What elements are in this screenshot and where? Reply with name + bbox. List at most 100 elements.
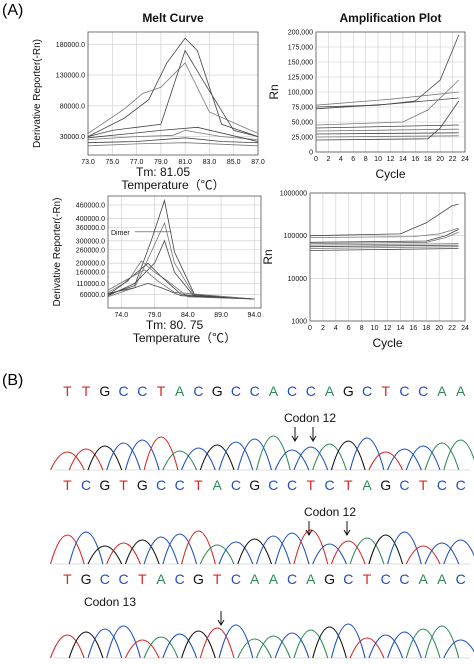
base-letter: C — [193, 383, 203, 399]
chromatogram-peak — [255, 635, 291, 659]
base-letter: A — [456, 383, 466, 399]
base-letter: T — [157, 383, 166, 399]
plot-frame — [107, 195, 262, 309]
y-tick-label: 460000.0 — [76, 202, 105, 209]
y-tick-label: 110000.0 — [76, 281, 105, 288]
chromatogram-peak — [124, 439, 160, 471]
x-tick-label: 10 — [374, 156, 382, 163]
chromatogram-peak — [87, 445, 123, 471]
chromatogram-peak — [387, 448, 422, 471]
y-tick-label: 1000000 — [280, 191, 307, 198]
base-letter: A — [437, 571, 447, 587]
base-letter: G — [324, 571, 335, 587]
x-tick-label: 89.0 — [214, 312, 228, 319]
chromatogram-peak — [368, 534, 404, 565]
chart-1: 73.0 75.0 77.0 79.0 81.0 83.0 85.0 87.0 30000.0 8… — [32, 11, 265, 192]
x-tick-label: 12 — [387, 156, 395, 163]
base-letter: C — [362, 383, 372, 399]
chromatogram-peak — [368, 634, 404, 659]
series-line-2 — [315, 91, 459, 106]
base-letter: C — [399, 571, 409, 587]
tm-annotation: Tm: 80. 75 — [146, 318, 204, 332]
base-letter: C — [81, 477, 91, 493]
codon-arrowhead — [217, 619, 225, 626]
chart-4: 0 2 4 6 8 10 12 14 16 18 20 22 241000100001000001000… — [261, 191, 469, 351]
base-letter: A — [269, 383, 279, 399]
y-tick-label: 175,000 — [288, 45, 313, 52]
chromatogram-peak — [330, 540, 366, 565]
chromatogram-peak — [312, 443, 347, 471]
y-tick-label: 130000.0 — [56, 73, 85, 80]
chart-title: Amplification Plot — [340, 11, 442, 25]
x-tick-label: 24 — [461, 325, 469, 332]
chromatogram-peak — [349, 437, 385, 471]
base-letter: C — [118, 571, 128, 587]
base-letter: A — [437, 383, 447, 399]
panel-label-a: (A) — [2, 2, 23, 20]
base-letter: C — [250, 383, 260, 399]
chromatogram-peak — [50, 451, 85, 471]
chromatogram-peak — [349, 637, 385, 659]
base-letter: A — [175, 383, 185, 399]
chromatogram-peak — [255, 535, 291, 565]
chromatogram-peak — [143, 636, 179, 659]
chromatogram-peak — [424, 442, 460, 471]
plot-frame — [315, 31, 466, 153]
base-letter: G — [99, 383, 110, 399]
chromatogram-peak — [87, 545, 123, 565]
x-tick-label: 83.0 — [203, 159, 217, 166]
base-letter: C — [287, 571, 297, 587]
base-letter: T — [344, 477, 353, 493]
series-line-4 — [309, 243, 459, 246]
series-line-2 — [309, 227, 459, 238]
chromatogram-peak — [405, 445, 441, 471]
x-tick-label: 14 — [399, 156, 407, 163]
base-letter: C — [118, 383, 128, 399]
base-letter: T — [419, 477, 428, 493]
chromatogram-peak — [330, 623, 366, 659]
plot-frame — [309, 192, 466, 322]
chromatogram-peak — [218, 441, 254, 471]
dimer-label: Dimer — [111, 230, 130, 237]
chromatogram-peak — [181, 530, 216, 565]
x-tick-label: 12 — [384, 325, 392, 332]
base-letter: A — [269, 571, 279, 587]
base-letter: A — [213, 477, 223, 493]
series-line-5 — [309, 244, 459, 248]
base-letter: T — [381, 383, 390, 399]
base-letter: T — [363, 571, 372, 587]
base-letter: C — [156, 477, 166, 493]
series-line-3 — [87, 49, 259, 137]
y-tick-label: 0 — [309, 150, 313, 157]
x-tick-label: 20 — [435, 325, 443, 332]
base-letter: G — [343, 383, 354, 399]
series-line-2 — [87, 62, 259, 134]
x-tick-label: 6 — [347, 325, 351, 332]
chromatogram-peak — [274, 632, 310, 659]
y-tick-label: 160000.0 — [76, 270, 105, 277]
base-letter: T — [63, 571, 72, 587]
y-tick-label: 10000 — [288, 276, 308, 283]
chromatogram-peak — [443, 639, 474, 659]
series-line-1 — [107, 198, 255, 300]
chromatogram-peak — [424, 625, 460, 659]
base-letter: A — [306, 571, 316, 587]
chromatogram-peak — [312, 543, 347, 565]
series-line-9 — [315, 100, 460, 141]
chromatogram-peak — [68, 631, 104, 659]
base-letter: C — [268, 477, 278, 493]
series-line-8 — [315, 135, 459, 138]
series-line-6 — [315, 128, 459, 132]
x-axis-label: Cycle — [372, 336, 402, 350]
chromatogram-peak — [387, 531, 422, 565]
y-tick-label: 30000.0 — [60, 134, 85, 141]
base-letter: T — [63, 383, 72, 399]
chart-title: Melt Curve — [142, 11, 204, 25]
x-tick-label: 81.0 — [178, 159, 192, 166]
codon-label: Codon 12 — [284, 411, 336, 425]
base-letter: C — [100, 571, 110, 587]
series-line-7 — [315, 132, 459, 135]
series-line-4 — [87, 129, 259, 140]
